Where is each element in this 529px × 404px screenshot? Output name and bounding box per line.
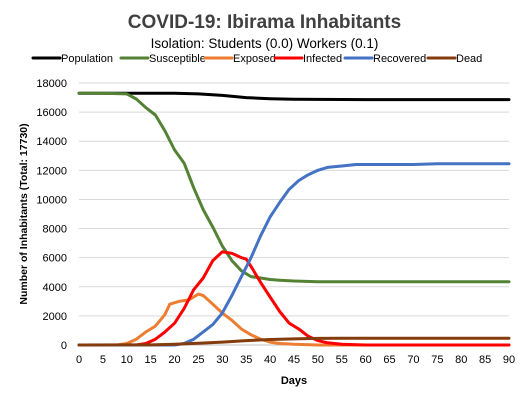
y-tick-label: 4000 (43, 282, 67, 294)
series-lines (77, 91, 511, 347)
series-line-recovered (77, 162, 511, 347)
series-line-susceptible (77, 91, 511, 284)
legend: Population Susceptible Exposed Infected Reco… (31, 53, 482, 65)
x-tick-label: 60 (360, 354, 372, 366)
x-tick-label: 10 (121, 354, 133, 366)
legend-label-infected: Infected (303, 53, 342, 65)
series-line-population (77, 91, 511, 102)
x-tick-label: 55 (336, 354, 348, 366)
x-tick-label: 20 (168, 354, 180, 366)
legend-label-recovered: Recovered (373, 53, 426, 65)
x-tick-label: 70 (407, 354, 419, 366)
legend-label-susceptible: Susceptible (149, 53, 206, 65)
x-tick-label: 45 (288, 354, 300, 366)
series-line-exposed (77, 292, 511, 347)
x-axis-ticks: 0 5 10 15 20 25 30 35 40 45 50 55 60 65 70 75 80 85 90 (76, 354, 515, 366)
x-tick-label: 40 (264, 354, 276, 366)
x-tick-label: 80 (455, 354, 467, 366)
chart-title: COVID-19: Ibirama Inhabitants (128, 12, 401, 33)
y-tick-label: 8000 (43, 224, 67, 236)
x-tick-label: 75 (431, 354, 443, 366)
y-tick-label: 0 (61, 340, 67, 352)
chart-subtitle: Isolation: Students (0.0) Workers (0.1) (151, 36, 379, 51)
x-tick-label: 0 (76, 354, 82, 366)
y-axis-title: Number of Inhabitants (Total: 17730) (18, 123, 30, 304)
x-tick-label: 30 (216, 354, 228, 366)
x-tick-label: 15 (145, 354, 157, 366)
legend-label-dead: Dead (456, 53, 482, 65)
y-tick-label: 12000 (36, 165, 67, 177)
series-line-dead (77, 336, 511, 347)
legend-label-population: Population (61, 53, 113, 65)
x-tick-label: 65 (383, 354, 395, 366)
y-tick-label: 18000 (36, 78, 67, 90)
x-tick-label: 90 (503, 354, 515, 366)
x-tick-label: 25 (192, 354, 204, 366)
y-tick-label: 16000 (36, 107, 67, 119)
x-axis-title: Days (281, 375, 307, 387)
y-tick-label: 10000 (36, 194, 67, 206)
y-tick-label: 6000 (43, 253, 67, 265)
y-axis-ticks: 0 2000 4000 6000 8000 10000 12000 14000 16000 180… (36, 78, 67, 352)
x-tick-label: 50 (312, 354, 324, 366)
y-tick-label: 14000 (36, 136, 67, 148)
y-tick-label: 2000 (43, 311, 67, 323)
legend-label-exposed: Exposed (233, 53, 276, 65)
x-tick-label: 5 (100, 354, 106, 366)
series-line-infected (77, 250, 511, 347)
x-tick-label: 35 (240, 354, 252, 366)
x-tick-label: 85 (479, 354, 491, 366)
